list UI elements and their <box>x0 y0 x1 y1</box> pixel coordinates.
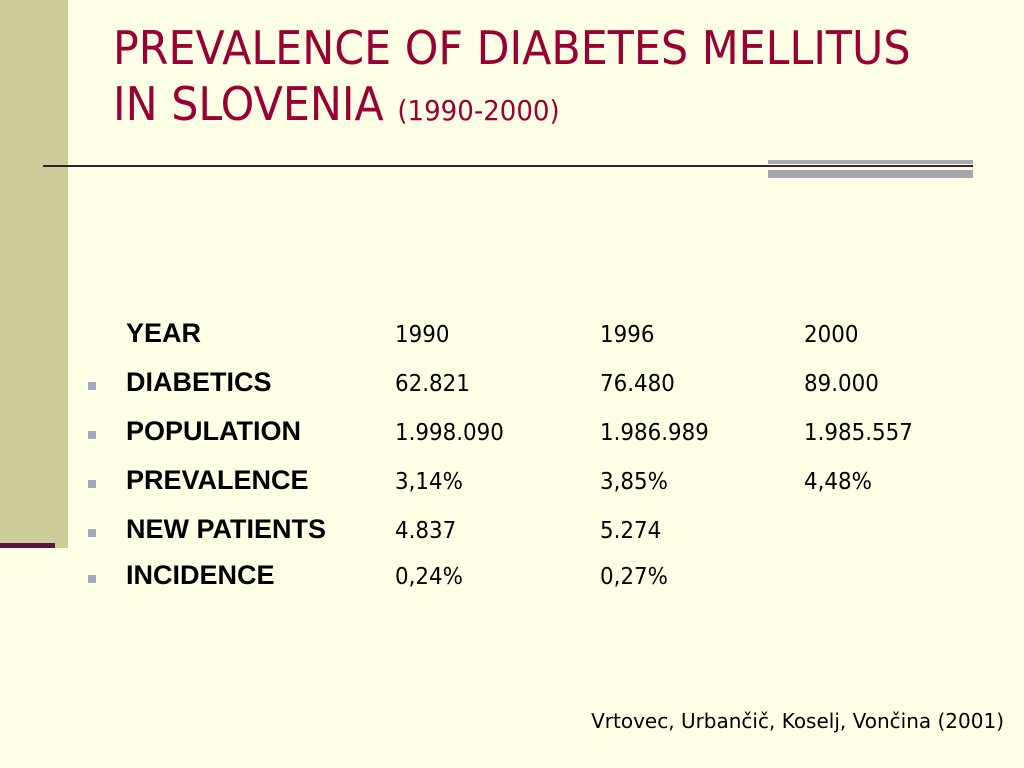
row-label: POPULATION <box>126 416 301 446</box>
table-header-row: YEAR 1990 1996 2000 <box>0 315 1024 355</box>
side-band <box>0 0 68 548</box>
table-row: INCIDENCE 0,24% 0,27% <box>0 557 1024 597</box>
bullet-icon <box>88 529 96 537</box>
row-value: 4,48% <box>804 469 872 495</box>
title-accent-bar-top <box>768 160 973 164</box>
slide-title: PREVALENCE OF DIABETES MELLITUS IN SLOVE… <box>113 20 931 139</box>
bullet-icon <box>88 575 96 583</box>
row-label: NEW PATIENTS <box>126 514 326 544</box>
header-year-3: 2000 <box>804 322 859 348</box>
source-citation: Vrtovec, Urbančič, Koselj, Vončina (2001… <box>591 709 1004 733</box>
header-year-1: 1990 <box>395 322 450 348</box>
row-value: 1.986.989 <box>600 420 709 446</box>
table-row: NEW PATIENTS 4.837 5.274 <box>0 511 1024 551</box>
row-value: 0,27% <box>600 564 668 590</box>
row-value: 62.821 <box>395 371 470 397</box>
side-band-accent-line <box>0 543 55 548</box>
row-value: 89.000 <box>804 371 879 397</box>
title-accent-bar-bottom <box>768 170 973 178</box>
header-label: YEAR <box>126 318 202 348</box>
title-year-range: (1990-2000) <box>397 94 560 127</box>
row-value: 1.985.557 <box>804 420 913 446</box>
row-label: DIABETICS <box>126 367 272 397</box>
row-value: 76.480 <box>600 371 675 397</box>
bullet-icon <box>88 480 96 488</box>
table-row: POPULATION 1.998.090 1.986.989 1.985.557 <box>0 413 1024 453</box>
title-divider <box>43 165 973 167</box>
title-main: PREVALENCE OF DIABETES MELLITUS IN SLOVE… <box>113 21 911 131</box>
table-row: DIABETICS 62.821 76.480 89.000 <box>0 364 1024 404</box>
row-label: PREVALENCE <box>126 465 309 495</box>
table-row: PREVALENCE 3,14% 3,85% 4,48% <box>0 462 1024 502</box>
header-year-2: 1996 <box>600 322 655 348</box>
row-value: 4.837 <box>395 518 457 544</box>
bullet-icon <box>88 431 96 439</box>
row-value: 5.274 <box>600 518 662 544</box>
row-value: 0,24% <box>395 564 463 590</box>
row-label: INCIDENCE <box>126 560 275 590</box>
row-value: 3,14% <box>395 469 463 495</box>
row-value: 1.998.090 <box>395 420 504 446</box>
row-value: 3,85% <box>600 469 668 495</box>
bullet-icon <box>88 382 96 390</box>
